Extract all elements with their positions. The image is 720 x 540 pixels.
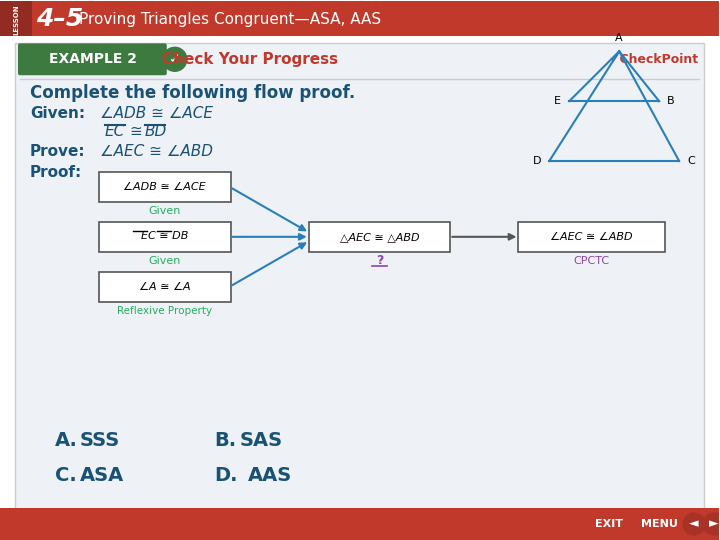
Text: BD: BD xyxy=(145,124,167,139)
Text: Given: Given xyxy=(148,256,181,266)
FancyBboxPatch shape xyxy=(99,222,230,252)
Text: B.: B. xyxy=(215,431,237,450)
Text: 4–5: 4–5 xyxy=(36,8,84,31)
Circle shape xyxy=(703,513,720,535)
Text: △AEC ≅ △ABD: △AEC ≅ △ABD xyxy=(340,232,419,242)
Text: Reflexive Property: Reflexive Property xyxy=(117,306,212,315)
Text: Check Your Progress: Check Your Progress xyxy=(161,52,338,67)
FancyBboxPatch shape xyxy=(0,2,32,36)
Text: ∠A ≅ ∠A: ∠A ≅ ∠A xyxy=(139,282,191,292)
Text: EXIT: EXIT xyxy=(595,519,624,529)
Text: E: E xyxy=(554,96,562,106)
Text: ◄: ◄ xyxy=(689,517,699,530)
Text: AAS: AAS xyxy=(248,465,292,485)
Text: ∠AEC ≅ ∠ABD: ∠AEC ≅ ∠ABD xyxy=(100,144,213,159)
Text: LESSON: LESSON xyxy=(13,4,19,35)
Text: Given:: Given: xyxy=(30,106,85,120)
Text: SAS: SAS xyxy=(240,431,283,450)
FancyBboxPatch shape xyxy=(518,222,665,252)
Text: B: B xyxy=(667,96,675,106)
FancyBboxPatch shape xyxy=(0,2,719,36)
Text: ∠ADB ≅ ∠ACE: ∠ADB ≅ ∠ACE xyxy=(100,106,213,120)
Text: ►: ► xyxy=(709,517,719,530)
Text: Given: Given xyxy=(148,206,181,216)
Text: Proving Triangles Congruent—ASA, AAS: Proving Triangles Congruent—ASA, AAS xyxy=(78,12,381,27)
Text: EXAMPLE 2: EXAMPLE 2 xyxy=(49,52,137,66)
FancyBboxPatch shape xyxy=(15,43,704,510)
Text: ✓CheckPoint: ✓CheckPoint xyxy=(610,53,698,66)
Text: C: C xyxy=(687,156,695,166)
FancyBboxPatch shape xyxy=(0,508,719,540)
FancyBboxPatch shape xyxy=(18,43,167,75)
FancyBboxPatch shape xyxy=(309,222,451,252)
Text: EC: EC xyxy=(105,124,125,139)
Text: ?: ? xyxy=(376,254,383,267)
Text: ∠AEC ≅ ∠ABD: ∠AEC ≅ ∠ABD xyxy=(550,232,633,242)
Text: ∠ADB ≅ ∠ACE: ∠ADB ≅ ∠ACE xyxy=(123,182,206,192)
Text: SSS: SSS xyxy=(80,431,120,450)
FancyBboxPatch shape xyxy=(99,172,230,202)
Text: ≅: ≅ xyxy=(130,124,143,139)
Text: A: A xyxy=(616,33,623,43)
Text: MENU: MENU xyxy=(641,519,678,529)
Text: Complete the following flow proof.: Complete the following flow proof. xyxy=(30,84,355,102)
Circle shape xyxy=(163,48,186,71)
Text: D.: D. xyxy=(215,465,238,485)
Text: ✓: ✓ xyxy=(169,52,181,66)
Text: D: D xyxy=(533,156,541,166)
Text: CPCTC: CPCTC xyxy=(574,256,610,266)
Text: Prove:: Prove: xyxy=(30,144,86,159)
Text: ASA: ASA xyxy=(80,465,124,485)
FancyBboxPatch shape xyxy=(99,272,230,302)
Circle shape xyxy=(683,513,705,535)
Text: Proof:: Proof: xyxy=(30,165,82,180)
Text: A.: A. xyxy=(55,431,78,450)
Text: C.: C. xyxy=(55,465,76,485)
Text: EC ≅ DB: EC ≅ DB xyxy=(141,231,189,241)
